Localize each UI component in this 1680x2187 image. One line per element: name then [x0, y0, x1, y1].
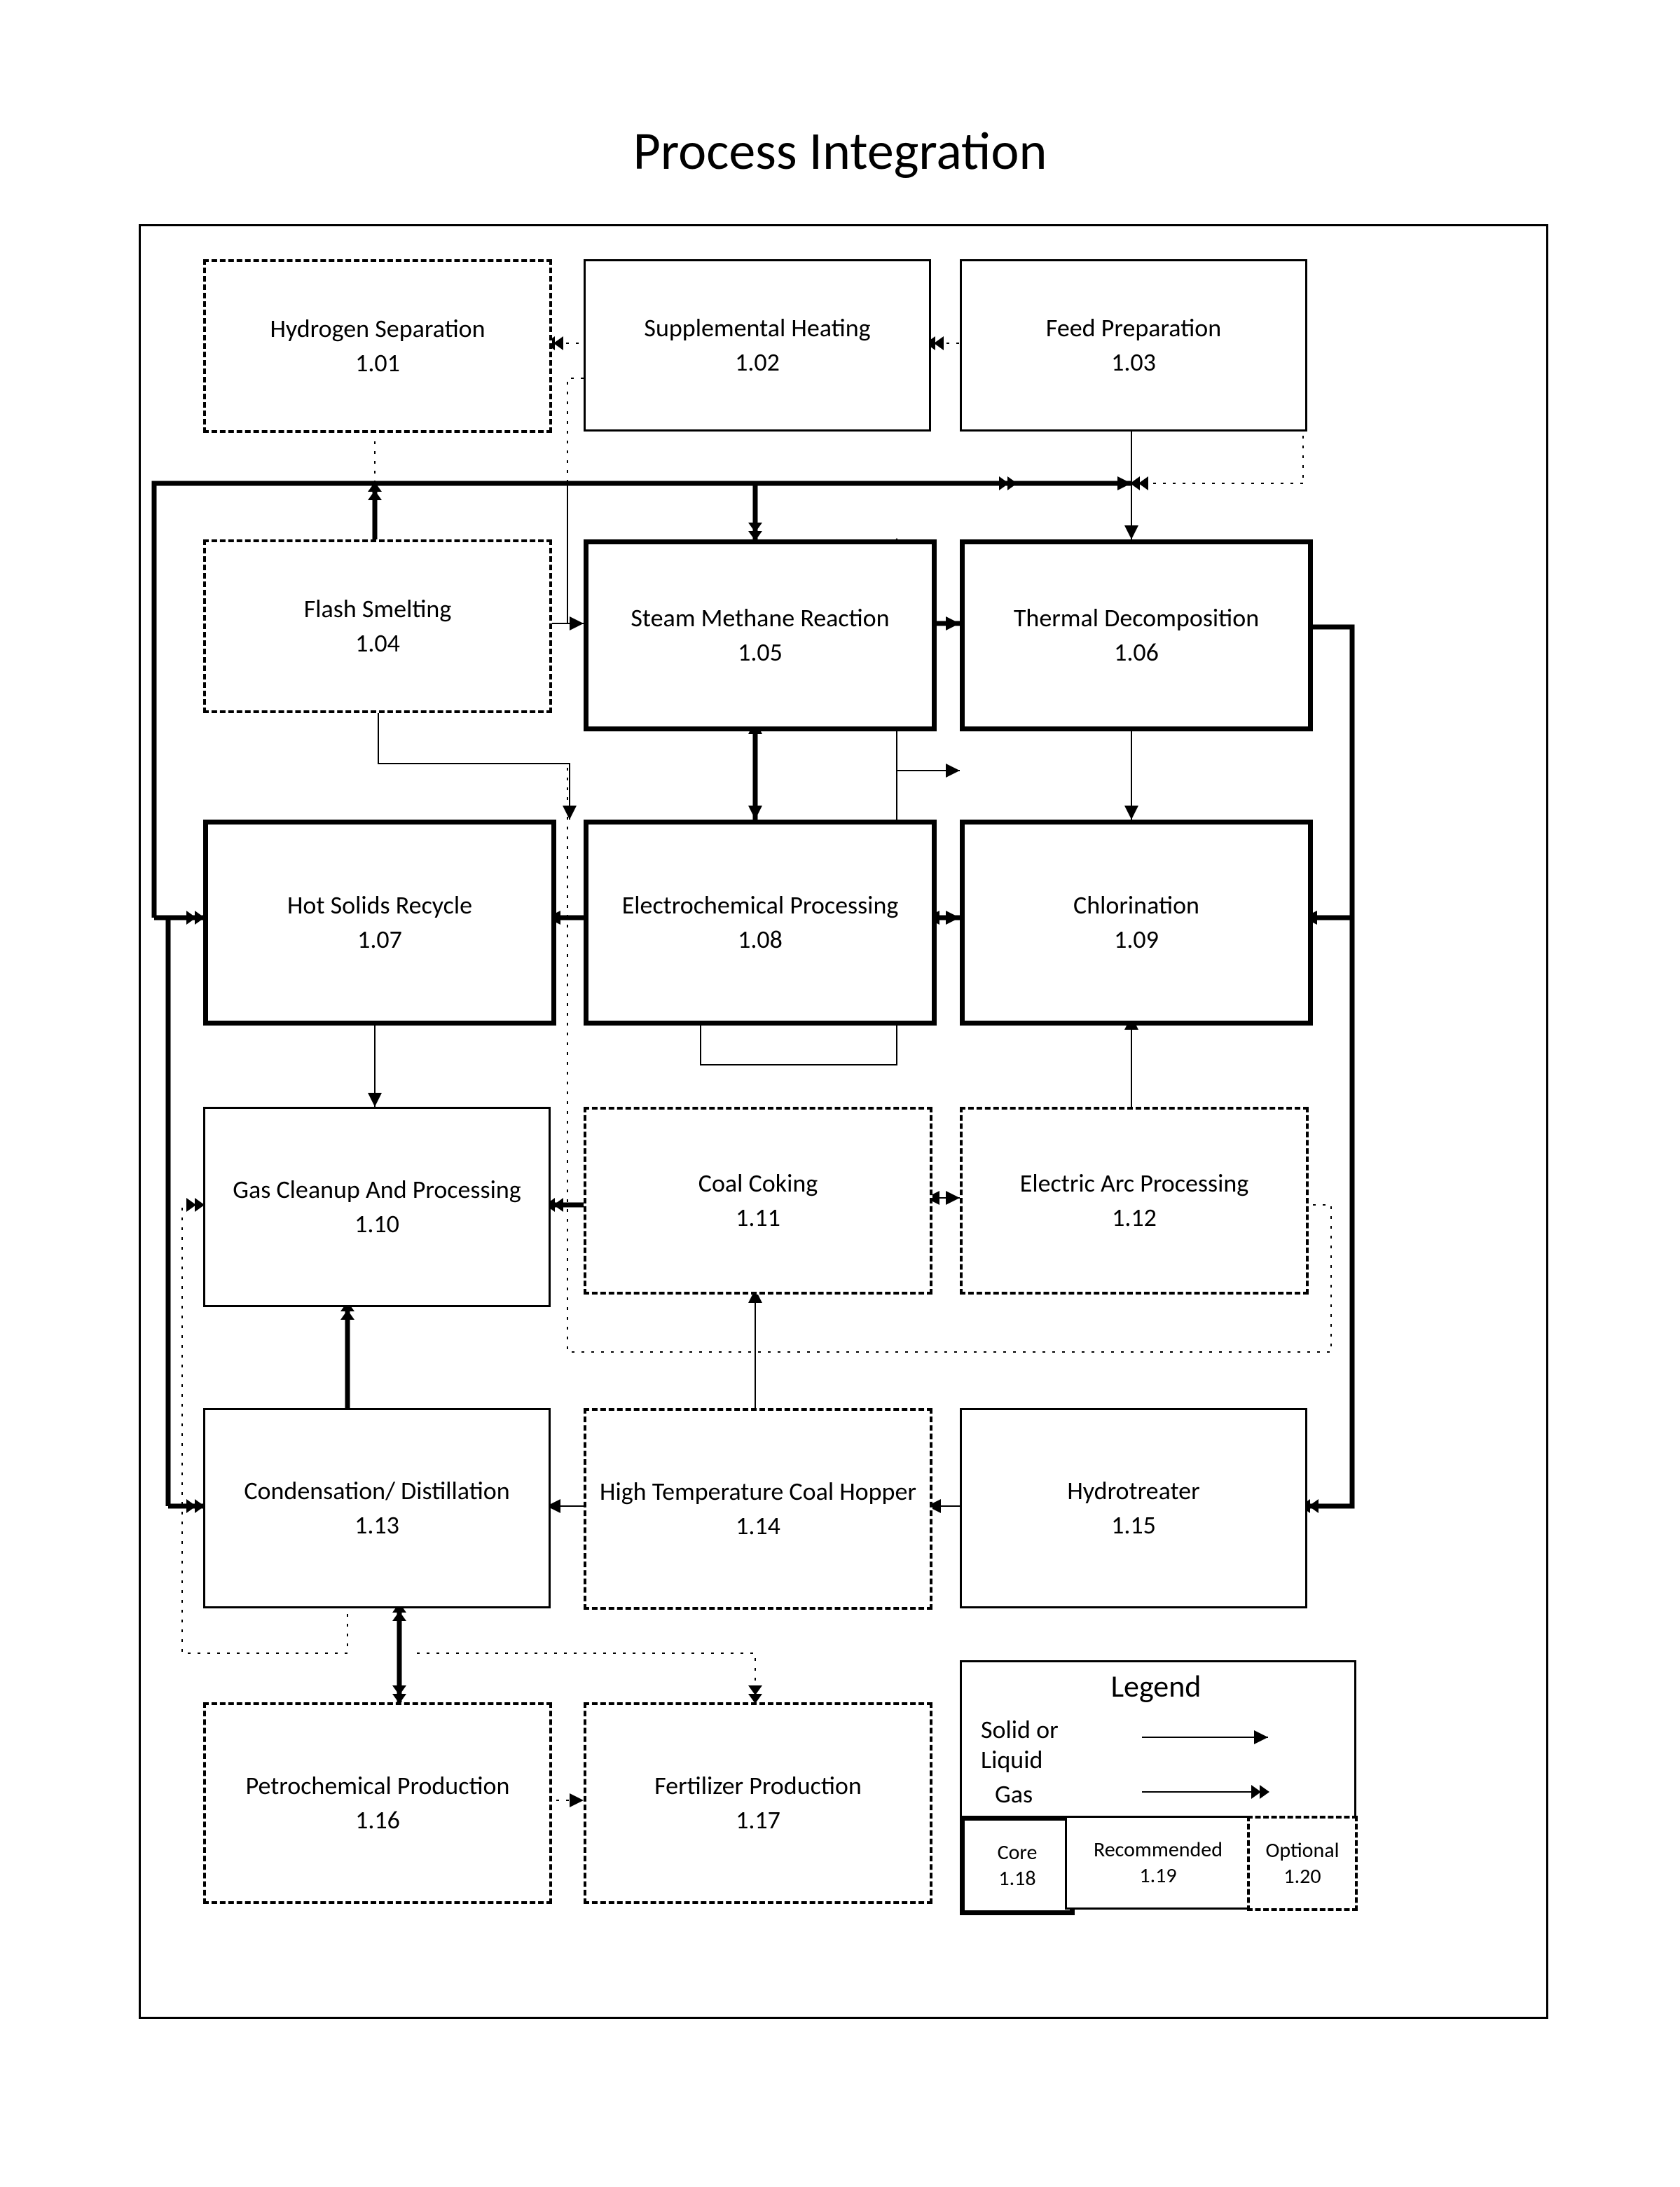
node-n107: Hot Solids Recycle1.07 [203, 820, 556, 1026]
node-label: Electrochemical Processing [615, 890, 906, 921]
node-number: 1.03 [1111, 347, 1156, 378]
node-label: Steam Methane Reaction [624, 602, 896, 634]
node-n116: Petrochemical Production1.16 [203, 1702, 552, 1904]
node-label: Coal Coking [691, 1168, 825, 1199]
legend-cell-num: 1.20 [1283, 1863, 1321, 1890]
node-n108: Electrochemical Processing1.08 [584, 820, 937, 1026]
node-number: 1.12 [1112, 1202, 1157, 1234]
node-number: 1.14 [736, 1510, 780, 1542]
legend-cell-num: 1.18 [998, 1865, 1035, 1892]
node-n104: Flash Smelting1.04 [203, 539, 552, 713]
node-n106: Thermal Decomposition1.06 [960, 539, 1313, 731]
node-number: 1.09 [1114, 924, 1159, 955]
node-n103: Feed Preparation1.03 [960, 259, 1307, 432]
legend-cell: Optional1.20 [1247, 1816, 1358, 1911]
legend-cell: Core1.18 [960, 1816, 1075, 1915]
node-n109: Chlorination1.09 [960, 820, 1313, 1026]
node-number: 1.06 [1114, 637, 1159, 668]
node-label: Gas Cleanup And Processing [226, 1174, 528, 1206]
node-label: Hydrotreater [1060, 1475, 1206, 1507]
node-label: Hot Solids Recycle [280, 890, 479, 921]
legend-cell-label: Core [998, 1840, 1038, 1866]
node-n110: Gas Cleanup And Processing1.10 [203, 1107, 551, 1307]
legend-cell: Recommended1.19 [1065, 1816, 1251, 1910]
node-number: 1.05 [738, 637, 783, 668]
node-number: 1.11 [736, 1202, 780, 1234]
legend-title: Legend [960, 1667, 1352, 1705]
node-number: 1.16 [355, 1805, 400, 1836]
node-n102: Supplemental Heating1.02 [584, 259, 931, 432]
node-label: Hydrogen Separation [263, 313, 492, 345]
node-number: 1.17 [736, 1805, 780, 1836]
node-n115: Hydrotreater1.15 [960, 1408, 1307, 1608]
edge [378, 708, 570, 820]
node-label: Thermal Decomposition [1007, 602, 1266, 634]
edge [417, 1653, 755, 1702]
legend-cell-label: Optional [1265, 1837, 1339, 1864]
node-label: Chlorination [1066, 890, 1206, 921]
legend-solid-label: Solid orLiquid [981, 1715, 1107, 1775]
node-label: Petrochemical Production [239, 1770, 517, 1802]
node-n105: Steam Methane Reaction1.05 [584, 539, 937, 731]
node-number: 1.04 [355, 628, 400, 659]
node-number: 1.02 [735, 347, 780, 378]
node-n113: Condensation/ Distillation1.13 [203, 1408, 551, 1608]
node-number: 1.13 [354, 1510, 399, 1541]
node-number: 1.15 [1111, 1510, 1156, 1541]
legend-cell-label: Recommended [1094, 1837, 1223, 1863]
node-number: 1.01 [355, 347, 400, 379]
edge [567, 378, 584, 483]
legend-cell-num: 1.19 [1139, 1863, 1176, 1889]
node-label: Feed Preparation [1039, 312, 1228, 344]
node-label: Flash Smelting [297, 593, 459, 625]
node-n101: Hydrogen Separation1.01 [203, 259, 552, 433]
legend-gas-label: Gas [995, 1779, 1033, 1809]
node-n112: Electric Arc Processing1.12 [960, 1107, 1309, 1295]
node-number: 1.10 [354, 1208, 399, 1240]
node-n114: High Temperature Coal Hopper1.14 [584, 1408, 932, 1610]
node-n117: Fertilizer Production1.17 [584, 1702, 932, 1904]
node-label: Fertilizer Production [647, 1770, 869, 1802]
node-label: Supplemental Heating [637, 312, 877, 344]
node-n111: Coal Coking1.11 [584, 1107, 932, 1295]
node-label: High Temperature Coal Hopper [593, 1476, 923, 1508]
node-label: Electric Arc Processing [1013, 1168, 1255, 1199]
node-number: 1.08 [738, 924, 783, 955]
node-number: 1.07 [357, 924, 402, 955]
node-label: Condensation/ Distillation [237, 1475, 516, 1507]
